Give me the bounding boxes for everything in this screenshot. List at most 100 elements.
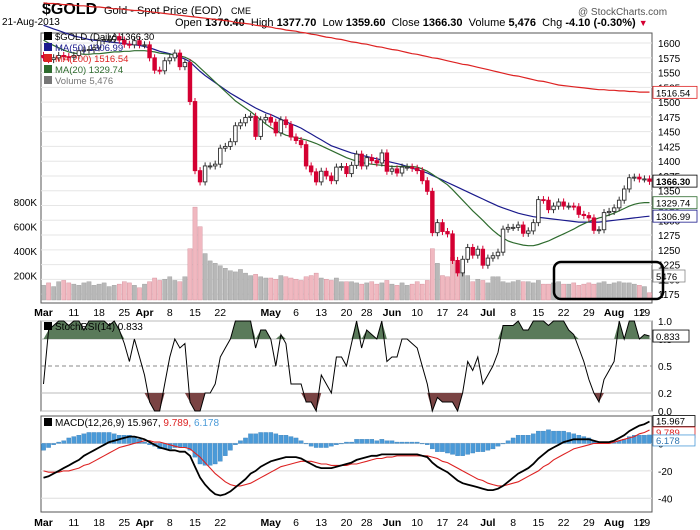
watermark: @ StockCharts.com: [578, 7, 668, 18]
macd-histogram-bar: [263, 432, 268, 444]
macd-histogram-bar: [329, 443, 334, 447]
volume-bar: [495, 276, 501, 301]
price-candle: [637, 176, 642, 180]
volume-bar: [308, 275, 314, 301]
macd-histogram-bar: [187, 443, 193, 451]
x-tick-label: Apr: [135, 307, 153, 319]
price-candle: [167, 57, 172, 62]
x-tick-label: 25: [118, 517, 130, 529]
macd-histogram-bar: [192, 443, 198, 458]
macd-histogram-bar: [384, 440, 390, 444]
x-tick-label: 22: [214, 517, 226, 529]
x-tick-label: 11: [68, 517, 79, 529]
price-axis-tag-label: 1366.30: [656, 177, 690, 188]
price-candle: [455, 260, 460, 274]
price-candle: [258, 119, 263, 137]
price-candle: [515, 224, 521, 228]
macd-histogram-bar: [556, 430, 561, 444]
x-tick-label: Apr: [135, 517, 153, 529]
price-candle: [647, 178, 652, 182]
price-candle: [586, 215, 592, 219]
x-tick-label: 8: [167, 517, 173, 529]
macd-histogram-bar: [298, 440, 304, 444]
price-candle: [470, 247, 475, 256]
price-candle: [339, 166, 344, 168]
price-candle: [223, 145, 228, 149]
x-tick-label: 18: [93, 517, 105, 529]
volume-bar: [222, 268, 228, 301]
x-tick-label: 18: [93, 307, 105, 319]
price-candle: [359, 153, 364, 167]
volume-bar: [536, 280, 541, 301]
x-tick-label: Jul: [480, 307, 495, 319]
macd-histogram-bar: [389, 440, 395, 444]
x-tick-label: 12: [634, 517, 646, 529]
price-candle: [389, 168, 395, 172]
macd-histogram-bar: [202, 443, 208, 466]
volume-bar: [510, 281, 516, 301]
price-candle: [253, 115, 258, 137]
legend-swatch: [44, 65, 52, 73]
price-candle: [288, 124, 294, 138]
volume-bar: [41, 285, 46, 301]
volume-bar: [566, 283, 572, 301]
volume-bar: [485, 282, 491, 301]
volume-bar: [546, 283, 551, 301]
price-candle: [122, 39, 127, 45]
chart-header: $GOLD Gold - Spot Price (EOD) CME 21-Aug…: [0, 0, 700, 34]
price-candle: [435, 222, 440, 234]
x-tick-label: 6: [293, 307, 299, 319]
macd-legend-swatch: [44, 418, 52, 426]
price-candle: [96, 40, 102, 49]
exchange-label: CME: [231, 6, 251, 16]
macd-histogram-bar: [142, 441, 147, 444]
macd-histogram-bar: [207, 443, 213, 466]
price-axis-tag: [652, 196, 698, 210]
volume-bar: [430, 248, 435, 301]
rsi-tick-label: 1.0: [658, 317, 672, 328]
price-candle: [101, 39, 107, 42]
volume-bar: [556, 281, 561, 301]
macd-histogram-bar: [101, 432, 107, 444]
macd-histogram-bar: [505, 440, 511, 444]
price-candle: [531, 222, 536, 232]
volume-bar: [323, 279, 329, 301]
macd-histogram-bar: [354, 439, 359, 444]
ohlc-readout: Open 1370.40 High 1377.70 Low 1359.60 Cl…: [175, 17, 648, 29]
x-tick-label: 22: [214, 307, 226, 319]
price-candle: [71, 55, 77, 58]
macd-histogram-bar: [379, 439, 385, 444]
volume-bar: [273, 279, 279, 301]
price-candle: [202, 165, 208, 183]
price-candle: [465, 247, 470, 260]
macd-histogram-bar: [308, 443, 314, 447]
volume-bar: [586, 282, 592, 301]
volume-bar: [132, 285, 137, 301]
price-candle: [445, 231, 450, 235]
close-label: Close: [391, 17, 420, 29]
price-candle: [409, 166, 415, 169]
volume-bar: [258, 276, 263, 301]
volume-bar: [76, 285, 82, 301]
volume-bar: [212, 263, 218, 301]
rsi-legend-label: StochRSI(14) 0.833: [55, 322, 143, 333]
macd-histogram-bar: [369, 439, 375, 444]
macd-line: [43, 420, 650, 497]
price-candle: [137, 40, 142, 46]
volume-bar: [121, 281, 127, 301]
macd-histogram-bar: [81, 433, 87, 444]
macd-histogram-bar: [61, 440, 66, 444]
price-candle: [632, 176, 637, 179]
volume-bar: [303, 276, 309, 301]
macd-histogram-bar: [414, 441, 420, 444]
macd-histogram-bar: [500, 443, 506, 445]
price-candle: [112, 36, 117, 40]
price-candle: [495, 251, 501, 257]
chart-date: 21-Aug-2013: [2, 17, 60, 28]
volume-bar: [187, 248, 193, 301]
macd-histogram-bar: [339, 443, 344, 445]
legend-swatch: [44, 32, 52, 40]
volume-bar: [440, 275, 445, 301]
macd-histogram-bar: [409, 441, 415, 444]
